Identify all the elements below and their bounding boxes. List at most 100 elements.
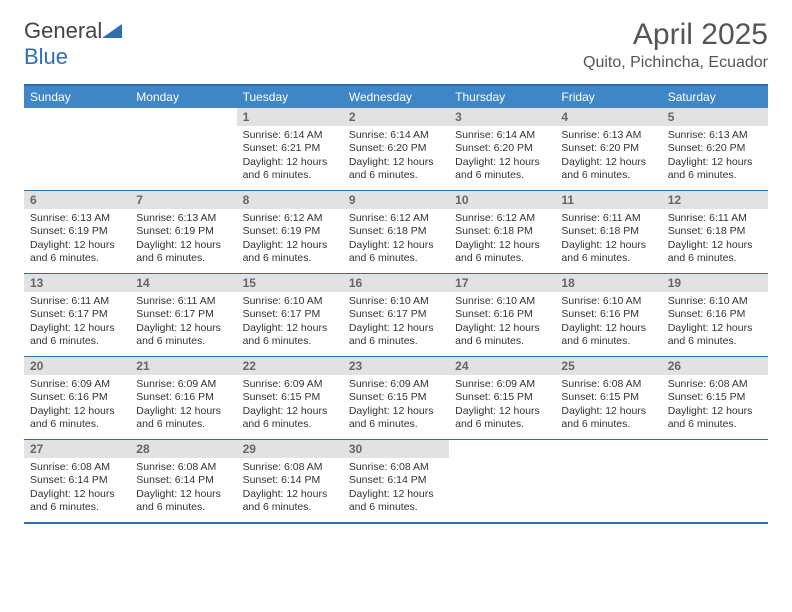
day-number: 6 — [24, 191, 130, 209]
sunrise-text: Sunrise: 6:10 AM — [455, 295, 549, 308]
day-number: 18 — [555, 274, 661, 292]
calendar: SundayMondayTuesdayWednesdayThursdayFrid… — [24, 84, 768, 524]
sunrise-text: Sunrise: 6:09 AM — [349, 378, 443, 391]
daylight-text: Daylight: 12 hours and 6 minutes. — [30, 322, 124, 349]
sunrise-text: Sunrise: 6:09 AM — [30, 378, 124, 391]
day-number: 10 — [449, 191, 555, 209]
calendar-week-row: 20Sunrise: 6:09 AMSunset: 6:16 PMDayligh… — [24, 356, 768, 439]
page-title: April 2025 — [583, 18, 768, 52]
daylight-text: Daylight: 12 hours and 6 minutes. — [243, 239, 337, 266]
logo-part2: Blue — [24, 44, 68, 69]
day-details: Sunrise: 6:09 AMSunset: 6:15 PMDaylight:… — [449, 375, 555, 432]
day-details: Sunrise: 6:08 AMSunset: 6:15 PMDaylight:… — [662, 375, 768, 432]
sunrise-text: Sunrise: 6:12 AM — [455, 212, 549, 225]
day-details: Sunrise: 6:13 AMSunset: 6:20 PMDaylight:… — [662, 126, 768, 183]
sunrise-text: Sunrise: 6:09 AM — [243, 378, 337, 391]
logo-part1: General — [24, 18, 102, 43]
daylight-text: Daylight: 12 hours and 6 minutes. — [561, 239, 655, 266]
daylight-text: Daylight: 12 hours and 6 minutes. — [243, 322, 337, 349]
sunset-text: Sunset: 6:19 PM — [136, 225, 230, 238]
daylight-text: Daylight: 12 hours and 6 minutes. — [349, 239, 443, 266]
day-number — [662, 440, 768, 444]
day-details: Sunrise: 6:08 AMSunset: 6:14 PMDaylight:… — [237, 458, 343, 515]
day-details: Sunrise: 6:10 AMSunset: 6:16 PMDaylight:… — [449, 292, 555, 349]
day-number: 4 — [555, 108, 661, 126]
day-number: 23 — [343, 357, 449, 375]
sunrise-text: Sunrise: 6:10 AM — [349, 295, 443, 308]
sunrise-text: Sunrise: 6:13 AM — [668, 129, 762, 142]
day-number — [130, 108, 236, 112]
calendar-day-cell: 10Sunrise: 6:12 AMSunset: 6:18 PMDayligh… — [449, 191, 555, 273]
day-details: Sunrise: 6:14 AMSunset: 6:20 PMDaylight:… — [343, 126, 449, 183]
sunrise-text: Sunrise: 6:08 AM — [30, 461, 124, 474]
calendar-header-cell: Sunday — [24, 86, 130, 108]
daylight-text: Daylight: 12 hours and 6 minutes. — [455, 322, 549, 349]
daylight-text: Daylight: 12 hours and 6 minutes. — [136, 322, 230, 349]
sunset-text: Sunset: 6:14 PM — [136, 474, 230, 487]
sunset-text: Sunset: 6:15 PM — [561, 391, 655, 404]
sunset-text: Sunset: 6:16 PM — [455, 308, 549, 321]
logo: GeneralBlue — [24, 18, 122, 70]
calendar-weeks: 1Sunrise: 6:14 AMSunset: 6:21 PMDaylight… — [24, 108, 768, 522]
day-details: Sunrise: 6:11 AMSunset: 6:18 PMDaylight:… — [555, 209, 661, 266]
daylight-text: Daylight: 12 hours and 6 minutes. — [668, 156, 762, 183]
calendar-day-cell: 13Sunrise: 6:11 AMSunset: 6:17 PMDayligh… — [24, 274, 130, 356]
calendar-day-cell: 20Sunrise: 6:09 AMSunset: 6:16 PMDayligh… — [24, 357, 130, 439]
sunrise-text: Sunrise: 6:14 AM — [243, 129, 337, 142]
calendar-week-row: 6Sunrise: 6:13 AMSunset: 6:19 PMDaylight… — [24, 190, 768, 273]
day-number — [24, 108, 130, 112]
calendar-header-cell: Wednesday — [343, 86, 449, 108]
calendar-day-cell: 8Sunrise: 6:12 AMSunset: 6:19 PMDaylight… — [237, 191, 343, 273]
location-subtitle: Quito, Pichincha, Ecuador — [583, 54, 768, 72]
calendar-day-cell — [24, 108, 130, 190]
calendar-day-cell — [130, 108, 236, 190]
calendar-day-cell: 26Sunrise: 6:08 AMSunset: 6:15 PMDayligh… — [662, 357, 768, 439]
daylight-text: Daylight: 12 hours and 6 minutes. — [136, 488, 230, 515]
sunset-text: Sunset: 6:16 PM — [668, 308, 762, 321]
calendar-header-cell: Tuesday — [237, 86, 343, 108]
day-number: 28 — [130, 440, 236, 458]
daylight-text: Daylight: 12 hours and 6 minutes. — [561, 405, 655, 432]
day-number: 7 — [130, 191, 236, 209]
day-details: Sunrise: 6:09 AMSunset: 6:16 PMDaylight:… — [24, 375, 130, 432]
day-number: 17 — [449, 274, 555, 292]
sunrise-text: Sunrise: 6:13 AM — [136, 212, 230, 225]
calendar-day-cell: 22Sunrise: 6:09 AMSunset: 6:15 PMDayligh… — [237, 357, 343, 439]
calendar-day-cell — [662, 440, 768, 522]
daylight-text: Daylight: 12 hours and 6 minutes. — [455, 405, 549, 432]
calendar-day-cell: 24Sunrise: 6:09 AMSunset: 6:15 PMDayligh… — [449, 357, 555, 439]
day-number: 19 — [662, 274, 768, 292]
day-details: Sunrise: 6:08 AMSunset: 6:14 PMDaylight:… — [130, 458, 236, 515]
sunset-text: Sunset: 6:19 PM — [243, 225, 337, 238]
calendar-day-cell: 17Sunrise: 6:10 AMSunset: 6:16 PMDayligh… — [449, 274, 555, 356]
daylight-text: Daylight: 12 hours and 6 minutes. — [136, 239, 230, 266]
day-details: Sunrise: 6:14 AMSunset: 6:20 PMDaylight:… — [449, 126, 555, 183]
sunrise-text: Sunrise: 6:09 AM — [136, 378, 230, 391]
sunrise-text: Sunrise: 6:08 AM — [668, 378, 762, 391]
daylight-text: Daylight: 12 hours and 6 minutes. — [349, 322, 443, 349]
sunset-text: Sunset: 6:20 PM — [349, 142, 443, 155]
day-number: 12 — [662, 191, 768, 209]
sunset-text: Sunset: 6:18 PM — [455, 225, 549, 238]
day-details: Sunrise: 6:12 AMSunset: 6:18 PMDaylight:… — [449, 209, 555, 266]
calendar-week-row: 1Sunrise: 6:14 AMSunset: 6:21 PMDaylight… — [24, 108, 768, 190]
calendar-day-cell: 30Sunrise: 6:08 AMSunset: 6:14 PMDayligh… — [343, 440, 449, 522]
sunrise-text: Sunrise: 6:12 AM — [349, 212, 443, 225]
day-number: 11 — [555, 191, 661, 209]
sunset-text: Sunset: 6:15 PM — [668, 391, 762, 404]
sunset-text: Sunset: 6:21 PM — [243, 142, 337, 155]
daylight-text: Daylight: 12 hours and 6 minutes. — [30, 239, 124, 266]
sunset-text: Sunset: 6:15 PM — [349, 391, 443, 404]
sunset-text: Sunset: 6:16 PM — [30, 391, 124, 404]
calendar-day-cell: 15Sunrise: 6:10 AMSunset: 6:17 PMDayligh… — [237, 274, 343, 356]
logo-text: GeneralBlue — [24, 18, 122, 70]
calendar-header-cell: Friday — [555, 86, 661, 108]
daylight-text: Daylight: 12 hours and 6 minutes. — [668, 239, 762, 266]
sunrise-text: Sunrise: 6:08 AM — [349, 461, 443, 474]
calendar-day-cell: 19Sunrise: 6:10 AMSunset: 6:16 PMDayligh… — [662, 274, 768, 356]
day-details: Sunrise: 6:11 AMSunset: 6:18 PMDaylight:… — [662, 209, 768, 266]
calendar-day-cell: 9Sunrise: 6:12 AMSunset: 6:18 PMDaylight… — [343, 191, 449, 273]
daylight-text: Daylight: 12 hours and 6 minutes. — [349, 488, 443, 515]
day-details: Sunrise: 6:09 AMSunset: 6:16 PMDaylight:… — [130, 375, 236, 432]
calendar-day-cell: 3Sunrise: 6:14 AMSunset: 6:20 PMDaylight… — [449, 108, 555, 190]
